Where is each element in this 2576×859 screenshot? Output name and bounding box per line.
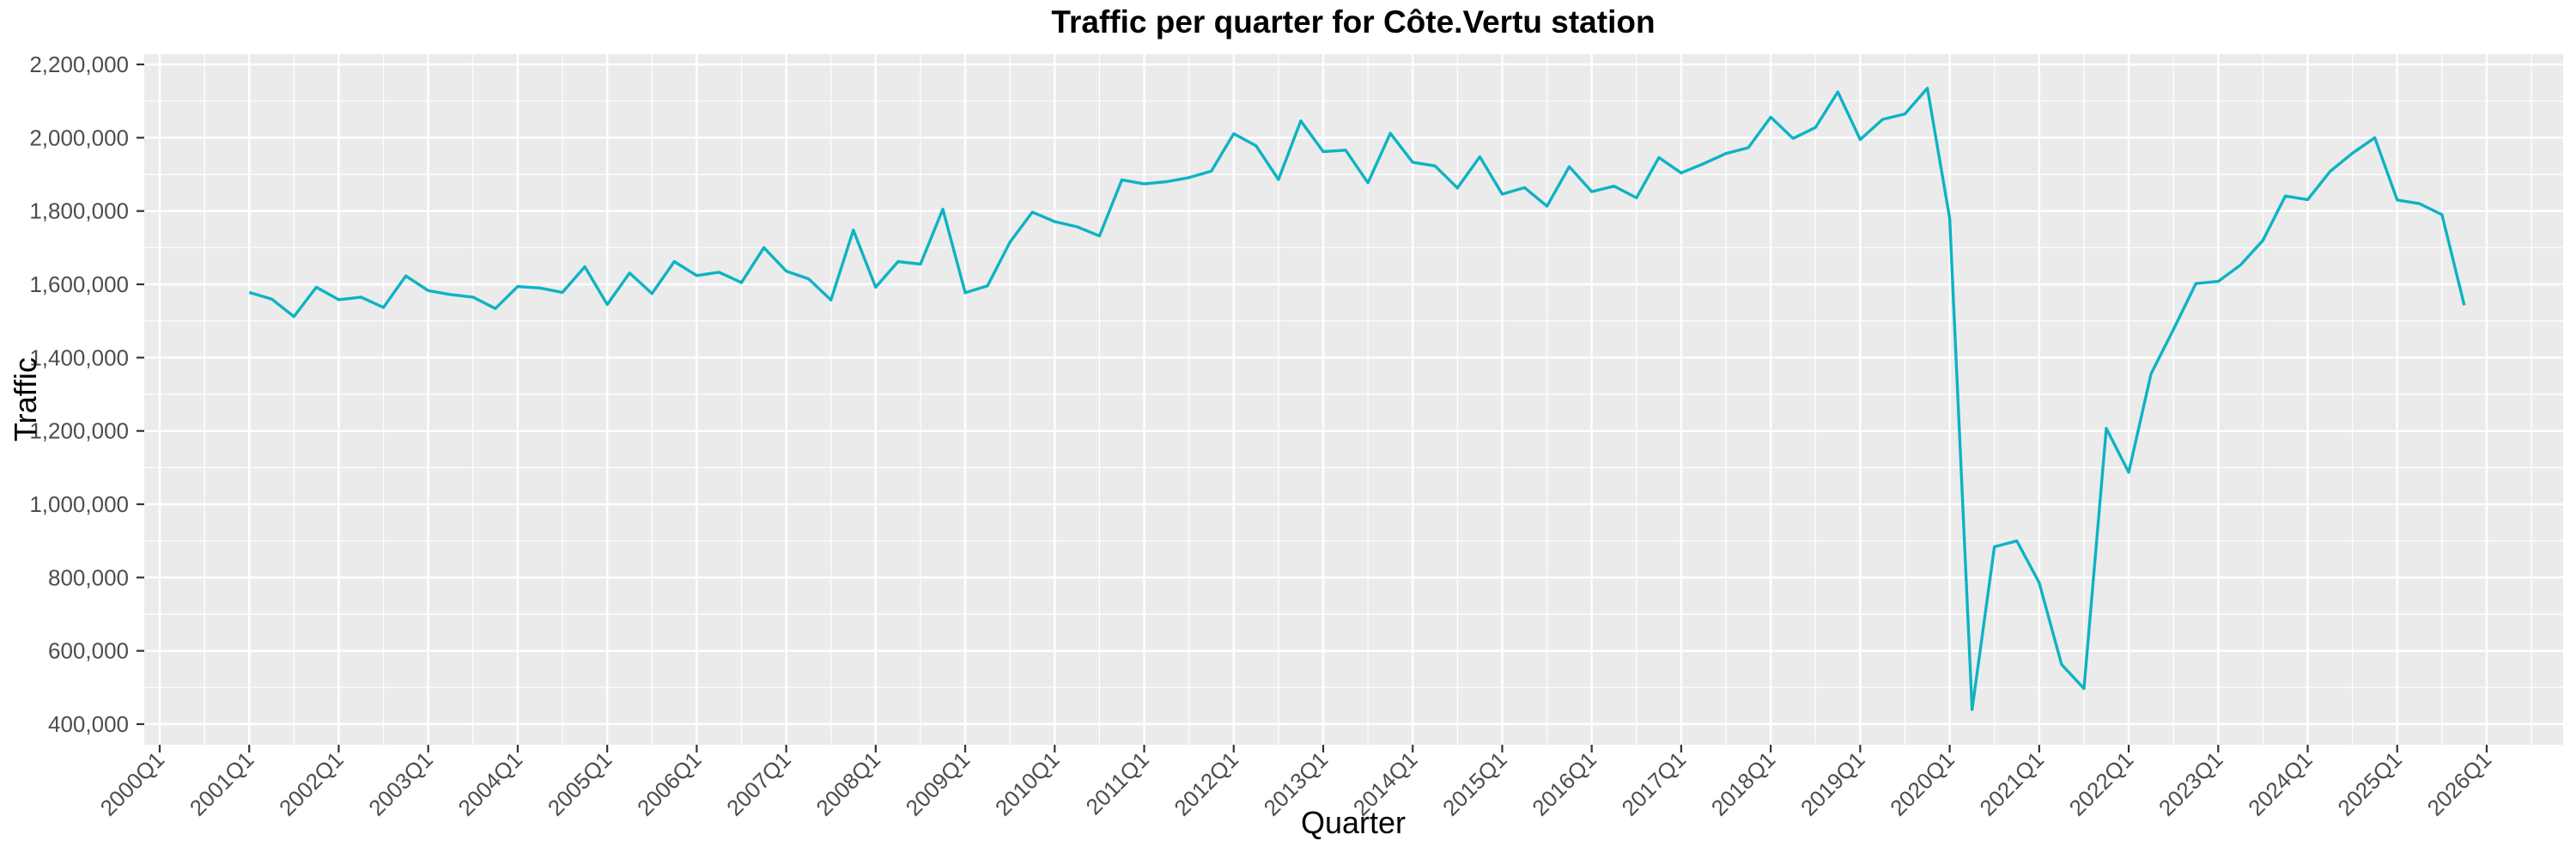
x-tick-label: 2016Q1 xyxy=(1527,746,1601,821)
x-tick-label: 2004Q1 xyxy=(453,746,528,821)
panel-background xyxy=(144,54,2563,745)
y-axis-title: Traffic xyxy=(8,357,43,442)
y-tick-label: 1,600,000 xyxy=(29,271,129,297)
y-tick-label: 400,000 xyxy=(48,711,129,737)
axis-tick-marks xyxy=(137,63,2488,752)
y-tick-label: 2,200,000 xyxy=(29,52,129,77)
y-tick-label: 1,200,000 xyxy=(29,418,129,444)
minor-gridlines xyxy=(144,54,2563,745)
traffic-line xyxy=(248,86,2466,711)
x-tick-label: 2020Q1 xyxy=(1885,746,1959,821)
y-tick-label: 1,000,000 xyxy=(29,491,129,517)
x-tick-label: 2007Q1 xyxy=(721,746,796,821)
x-tick-label: 2019Q1 xyxy=(1795,746,1870,821)
x-tick-label: 2024Q1 xyxy=(2243,746,2318,821)
x-tick-label: 2011Q1 xyxy=(1081,746,1154,819)
x-tick-label: 2012Q1 xyxy=(1169,746,1243,821)
x-tick-label: 2026Q1 xyxy=(2422,746,2497,821)
x-tick-label: 2021Q1 xyxy=(1974,746,2049,821)
y-tick-label: 1,400,000 xyxy=(29,344,129,370)
y-tick-label: 600,000 xyxy=(48,638,129,664)
x-tick-label: 2010Q1 xyxy=(990,746,1065,821)
x-tick-label: 2006Q1 xyxy=(632,746,707,821)
y-tick-label: 1,800,000 xyxy=(29,198,129,224)
chart-title: Traffic per quarter for Côte.Vertu stati… xyxy=(1051,4,1655,40)
x-tick-label: 2001Q1 xyxy=(185,746,259,821)
x-tick-label: 2025Q1 xyxy=(2332,746,2407,821)
plot-panel xyxy=(144,54,2563,745)
x-tick-label: 2017Q1 xyxy=(1617,746,1692,821)
y-tick-label: 800,000 xyxy=(48,564,129,590)
data-series xyxy=(248,86,2466,711)
x-tick-label: 2003Q1 xyxy=(363,746,438,821)
x-tick-label: 2022Q1 xyxy=(2064,746,2139,821)
x-tick-label: 2015Q1 xyxy=(1437,746,1512,821)
x-tick-label: 2002Q1 xyxy=(274,746,349,821)
y-tick-label: 2,000,000 xyxy=(29,125,129,150)
x-axis-title: Quarter xyxy=(1301,805,1406,840)
x-tick-label: 2005Q1 xyxy=(543,746,617,821)
major-gridlines xyxy=(144,54,2563,745)
x-tick-label: 2023Q1 xyxy=(2154,746,2228,821)
x-tick-label: 2000Q1 xyxy=(95,746,170,821)
x-tick-label: 2009Q1 xyxy=(901,746,975,821)
x-tick-label: 2008Q1 xyxy=(811,746,885,821)
x-tick-label: 2018Q1 xyxy=(1706,746,1781,821)
